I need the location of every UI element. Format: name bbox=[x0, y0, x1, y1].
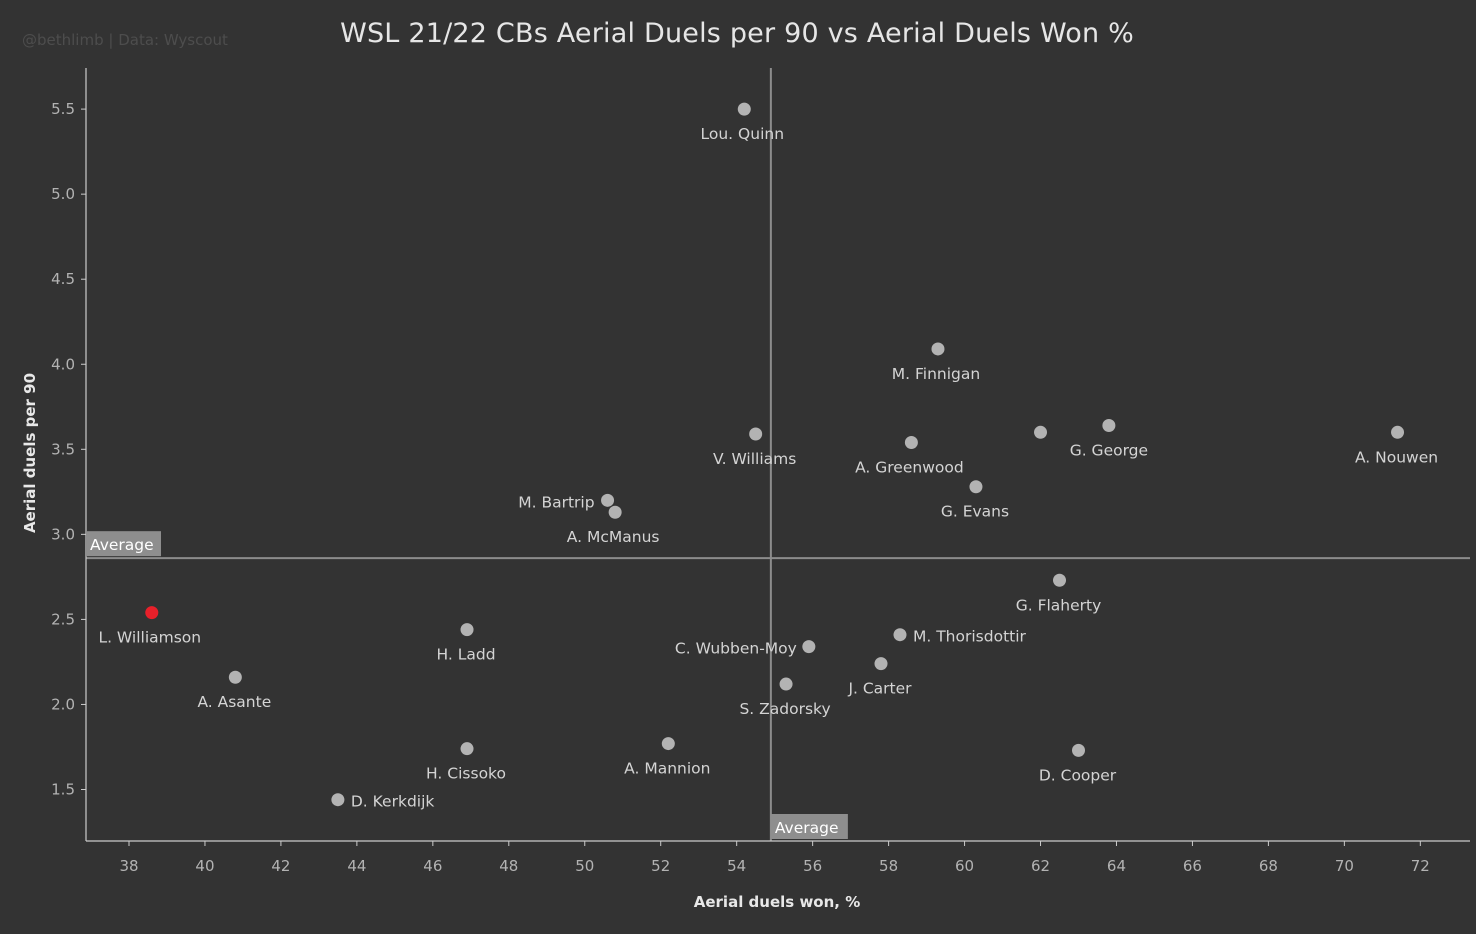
point-label-j-carter: J. Carter bbox=[847, 680, 912, 698]
point-h-cissoko bbox=[460, 742, 474, 756]
point-l-williamson bbox=[145, 606, 159, 620]
x-tick-label: 46 bbox=[423, 857, 442, 875]
point-j-carter bbox=[874, 657, 888, 671]
x-tick-label: 42 bbox=[271, 857, 290, 875]
point-label-g-george: G. George bbox=[1070, 441, 1148, 459]
average-lines bbox=[86, 68, 1470, 841]
x-tick-label: 58 bbox=[879, 857, 898, 875]
credit-text: @bethlimb | Data: Wyscout bbox=[22, 31, 228, 49]
point-label-l-williamson: L. Williamson bbox=[98, 629, 201, 647]
point-s-zadorsky bbox=[779, 677, 793, 691]
point-g-flaherty bbox=[1053, 573, 1067, 587]
y-tick-label: 3.0 bbox=[51, 525, 75, 543]
x-average-badge bbox=[770, 814, 848, 839]
point-g-george bbox=[1102, 418, 1116, 432]
point-label-m-thorisdottir: M. Thorisdottir bbox=[913, 628, 1027, 646]
x-average-label: Average bbox=[775, 819, 839, 837]
point-m-finnigan bbox=[931, 342, 945, 356]
data-points bbox=[145, 102, 1405, 807]
point-label-g-evans: G. Evans bbox=[941, 503, 1009, 521]
point-label-d-cooper: D. Cooper bbox=[1039, 766, 1117, 784]
y-average-label: Average bbox=[90, 536, 154, 554]
point-c-wubben-moy bbox=[802, 640, 816, 654]
axes: 38 40 42 44 46 48 50 52 54 56 58 60 62 64 66 68 70 72 1.5 2… bbox=[51, 68, 1470, 875]
point-label-lou-quinn: Lou. Quinn bbox=[701, 125, 785, 143]
point-label-a-greenwood: A. Greenwood bbox=[855, 458, 964, 476]
x-tick-label: 48 bbox=[499, 857, 518, 875]
point-label-m-finnigan: M. Finnigan bbox=[892, 365, 980, 383]
point-label-d-kerkdijk: D. Kerkdijk bbox=[351, 793, 435, 811]
point-unlabeled bbox=[1034, 425, 1048, 439]
point-label-a-mcmanus: A. McManus bbox=[567, 528, 660, 546]
point-m-bartrip bbox=[601, 493, 615, 507]
x-tick-label: 72 bbox=[1411, 857, 1430, 875]
point-d-cooper bbox=[1072, 743, 1085, 757]
y-tick-label: 5.5 bbox=[51, 100, 75, 118]
point-v-williams bbox=[749, 427, 763, 441]
point-label-a-mannion: A. Mannion bbox=[624, 760, 710, 778]
point-label-h-cissoko: H. Cissoko bbox=[426, 765, 506, 783]
point-labels: Lou. Quinn M. Finnigan G. George A. Nouwen V… bbox=[98, 125, 1438, 811]
point-label-v-williams: V. Williams bbox=[713, 450, 796, 468]
y-tick-label: 1.5 bbox=[51, 781, 75, 799]
x-tick-label: 70 bbox=[1335, 857, 1354, 875]
point-g-evans bbox=[969, 480, 983, 494]
point-d-kerkdijk bbox=[331, 793, 345, 807]
x-tick-label: 56 bbox=[803, 857, 822, 875]
x-tick-label: 44 bbox=[347, 857, 366, 875]
point-label-c-wubben-moy: C. Wubben-Moy bbox=[675, 640, 797, 658]
x-tick-label: 60 bbox=[955, 857, 974, 875]
point-label-a-asante: A. Asante bbox=[197, 693, 271, 711]
point-h-ladd bbox=[460, 623, 474, 637]
average-badges: Average Average bbox=[86, 531, 848, 839]
point-a-mcmanus bbox=[608, 505, 622, 519]
x-tick-label: 64 bbox=[1107, 857, 1126, 875]
point-a-mannion bbox=[661, 737, 675, 751]
point-lou-quinn bbox=[737, 102, 751, 116]
point-label-g-flaherty: G. Flaherty bbox=[1016, 596, 1102, 614]
y-tick-label: 2.0 bbox=[51, 695, 75, 713]
x-axis-title: Aerial duels won, % bbox=[694, 893, 860, 911]
y-tick-label: 4.5 bbox=[51, 270, 75, 288]
y-tick-label: 5.0 bbox=[51, 185, 75, 203]
x-tick-label: 62 bbox=[1031, 857, 1050, 875]
x-tick-label: 54 bbox=[727, 857, 746, 875]
point-a-asante bbox=[228, 670, 242, 684]
x-tick-label: 40 bbox=[195, 857, 214, 875]
y-tick-label: 2.5 bbox=[51, 610, 75, 628]
x-tick-label: 68 bbox=[1259, 857, 1278, 875]
y-axis-title: Aerial duels per 90 bbox=[21, 373, 39, 533]
x-tick-label: 50 bbox=[575, 857, 594, 875]
y-tick-label: 3.5 bbox=[51, 440, 75, 458]
point-label-h-ladd: H. Ladd bbox=[436, 646, 495, 664]
x-tick-label: 66 bbox=[1183, 857, 1202, 875]
point-label-s-zadorsky: S. Zadorsky bbox=[739, 700, 830, 718]
x-tick-label: 52 bbox=[651, 857, 670, 875]
point-label-a-nouwen: A. Nouwen bbox=[1355, 448, 1438, 466]
chart-title: WSL 21/22 CBs Aerial Duels per 90 vs Aer… bbox=[340, 18, 1134, 49]
point-label-m-bartrip: M. Bartrip bbox=[518, 493, 594, 511]
x-tick-label: 38 bbox=[119, 857, 138, 875]
y-tick-label: 4.0 bbox=[51, 355, 75, 373]
point-a-nouwen bbox=[1391, 425, 1405, 439]
point-a-greenwood bbox=[904, 435, 918, 449]
y-average-badge bbox=[86, 531, 161, 557]
point-m-thorisdottir bbox=[893, 628, 907, 642]
